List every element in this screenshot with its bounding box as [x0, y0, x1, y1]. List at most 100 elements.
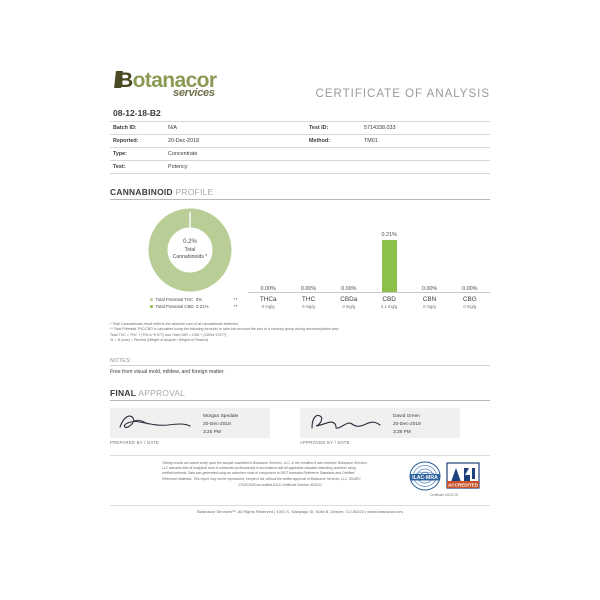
bar-category-name: CBDa — [340, 296, 358, 303]
signature-image-prepared — [110, 407, 198, 438]
legend-asterisk: ** — [233, 297, 238, 302]
table-row: Test: Potency — [110, 160, 490, 174]
bar-category-mass: 0 mg/g — [423, 304, 436, 310]
badge-certificate-caption: Certificate #4029.02 — [429, 493, 459, 498]
signature-meta-prepared: Morgan Spedale 20-Dec-2018 3:25 PM — [198, 407, 270, 438]
legend-label-text: Total Potential THC — [155, 297, 194, 302]
info-label-2: Test ID: — [306, 121, 361, 135]
donut-legend: Total Potential THC 0% ** Total Potentia… — [150, 296, 242, 310]
info-value-2: TM01 — [361, 134, 490, 148]
signature-image-approved — [300, 407, 388, 438]
info-value: Concentrate — [165, 147, 306, 161]
logo-main-text: otanacor — [132, 69, 217, 92]
legend-value: 0.21% — [196, 304, 209, 310]
info-label-2 — [306, 147, 361, 161]
bar-category-labels: THCa 0 mg/g THC 0 mg/g CBDa 0 mg/g CBD 2.1 mg/g… — [248, 293, 490, 310]
disclaimer-text: Testing results are based solely upon th… — [110, 461, 398, 488]
signer-date: 20-Dec-2018 — [393, 422, 421, 428]
footnote: Total THC = THC + (THCa *0.877) and Tota… — [110, 332, 227, 337]
bar-columns: 0.00% 0.00% 0.00% 0.21% 0.00% 0.00% — [248, 206, 490, 292]
cannabinoid-chart-area: 0.2% Total Cannabinoids * Total Potentia… — [110, 206, 490, 318]
table-row: Type: Concentrate — [110, 147, 490, 161]
heading-light-part: PROFILE — [175, 187, 214, 197]
signer-name: Morgan Spedale — [203, 413, 239, 419]
info-value: 20-Dec-2018 — [165, 134, 306, 148]
signature-card: David Green 20-Dec-2018 3:39 PM — [300, 407, 460, 438]
table-row: Reported: 20-Dec-2018 Method: TM01 — [110, 134, 490, 148]
info-label: Test: — [110, 160, 165, 174]
notes-heading: NOTES: — [110, 358, 490, 367]
info-value-2 — [361, 147, 490, 161]
bar-value-label: 0.00% — [260, 286, 276, 292]
total-cannabinoids-donut-chart: 0.2% Total Cannabinoids * Total Potentia… — [148, 208, 242, 310]
bar-value-label: 0.00% — [341, 286, 357, 292]
bar-category: THCa 0 mg/g — [248, 296, 288, 310]
donut-graphic: 0.2% Total Cannabinoids * — [148, 208, 232, 292]
disclaimer-line: verified methods. Data was generated usi… — [162, 471, 355, 476]
disclaimer-line: Testing results are based solely upon th… — [162, 461, 368, 466]
bar-category: CBN 0 mg/g — [409, 296, 449, 310]
donut-value: 0.2% — [183, 239, 197, 246]
logo-subtext: services — [173, 87, 215, 99]
legend-asterisk: ** — [233, 304, 238, 310]
final-approval-heading: FINAL APPROVAL — [110, 388, 490, 401]
bar-value-label: 0.00% — [300, 286, 317, 292]
info-label-2 — [306, 160, 361, 174]
info-value: N/A — [165, 121, 306, 135]
bar-column: 0.21% — [369, 206, 409, 292]
footnote: % = % (w/w) = Percent (Weight of Analyte… — [110, 338, 209, 343]
info-value-2 — [361, 160, 490, 174]
bar-category-name: CBG — [462, 296, 477, 303]
bar-category: CBDa 0 mg/g — [329, 296, 369, 310]
bar-axis-line — [248, 292, 490, 293]
bar-column: 0.00% — [450, 206, 490, 292]
info-label: Type: — [110, 147, 165, 161]
approved-by-block: David Green 20-Dec-2018 3:39 PM APPROVED… — [300, 407, 460, 446]
badge-row: ILAC-MRA ACCREDITED — [408, 461, 480, 491]
bar-category-name: CBN — [422, 296, 437, 303]
botanacor-logo: Botanacor services — [110, 64, 260, 104]
handwritten-signature-icon — [119, 415, 191, 428]
bar-category-mass: 0 mg/g — [342, 304, 356, 310]
bar-category-mass: 0 mg/g — [302, 304, 315, 310]
logo-cap-letter: B — [118, 69, 133, 92]
heading-bold-part: FINAL — [110, 387, 137, 398]
cannabinoid-footnotes: * Total Cannabinoids result reflects the… — [110, 322, 490, 344]
bar-rect — [381, 239, 397, 292]
bar-category-mass: 0 mg/g — [261, 304, 275, 310]
bar-column: 0.00% — [288, 206, 328, 292]
signature-caption: APPROVED BY / DATE — [300, 440, 350, 446]
legend-value: 0% — [195, 297, 203, 302]
ilac-mra-badge-icon: ILAC-MRA — [409, 461, 441, 491]
prepared-by-block: Morgan Spedale 20-Dec-2018 3:25 PM PREPA… — [110, 407, 270, 445]
bar-value-label: 0.21% — [381, 231, 397, 238]
legend-label: Total Potential CBD 0.21% — [156, 303, 234, 310]
legend-swatch-icon — [150, 298, 153, 302]
batch-id-title: 08-12-18-B2 — [113, 108, 161, 118]
disclaimer-line: Reference Materials. This report may not… — [162, 476, 362, 481]
bar-column: 0.00% — [329, 206, 369, 292]
certificate-sheet: Botanacor services CERTIFICATE OF ANALYS… — [110, 58, 490, 514]
bar-category: CBD 2.1 mg/g — [369, 296, 409, 310]
donut-center-label: 0.2% Total Cannabinoids * — [148, 208, 232, 292]
heading-bold-part: CANNABINOID — [110, 187, 173, 197]
table-row: Batch ID: N/A Test ID: 5714338.033 — [110, 121, 490, 135]
donut-svg — [148, 208, 232, 292]
info-value: Potency — [165, 160, 306, 174]
bar-category-name: THC — [301, 296, 316, 303]
document-header: Botanacor services CERTIFICATE OF ANALYS… — [110, 58, 490, 104]
accreditation-badges: ILAC-MRA ACCREDITED Certificate #4029.02 — [398, 461, 490, 497]
info-label-2: Method: — [306, 134, 361, 148]
bar-category: THC 0 mg/g — [288, 296, 328, 310]
bar-category-name: CBD — [382, 296, 396, 303]
disclaimer-line: LLC warrants that all analytical work is… — [162, 466, 356, 471]
bar-value-label: 0.00% — [421, 286, 438, 292]
signer-name: David Green — [393, 413, 420, 419]
legend-label: Total Potential THC 0% — [156, 296, 234, 303]
page-footer: Botanacor Services™, All Rights Reserved… — [110, 505, 490, 514]
signer-time: 3:25 PM — [203, 430, 221, 436]
signature-card: Morgan Spedale 20-Dec-2018 3:25 PM — [110, 407, 270, 438]
handwritten-signature-icon — [311, 414, 381, 429]
disclaimer-section: Testing results are based solely upon th… — [110, 455, 490, 497]
